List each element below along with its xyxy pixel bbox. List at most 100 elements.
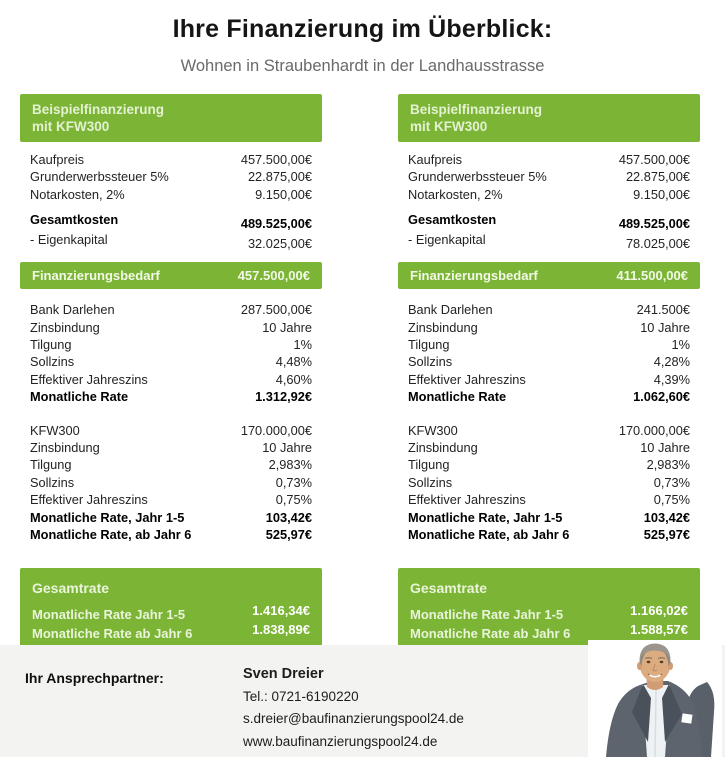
row-value: 1.062,60€ (633, 389, 690, 405)
table-row: KFW300 170.000,00€ (398, 422, 700, 439)
table-row: Zinsbindung 10 Jahre (398, 439, 700, 456)
row-value: 170.000,00€ (618, 422, 690, 438)
row-value: 4,39% (653, 371, 690, 387)
kfw-loan-section: KFW300 170.000,00€ Zinsbindung 10 Jahre … (398, 422, 700, 544)
row-value: 9.150,00€ (255, 186, 312, 202)
table-row: Monatliche Rate 1.312,92€ (20, 388, 322, 405)
table-row: Bank Darlehen 287.500,00€ (20, 301, 322, 318)
row-value: 2,983% (646, 457, 690, 473)
row-value: 1% (293, 337, 313, 353)
table-row: Effektiver Jahreszins 4,39% (398, 371, 700, 388)
page-subtitle: Wohnen in Straubenhardt in der Landhauss… (180, 57, 545, 75)
row-label: Tilgung (408, 457, 450, 473)
row-label: Sollzins (30, 474, 75, 490)
row-value: 1.166,02€ (630, 602, 688, 618)
financing-columns: Beispielfinanzierung mit KFW300 Kaufprei… (20, 94, 725, 657)
table-row: Effektiver Jahreszins 4,60% (20, 371, 322, 388)
financing-need-label: Finanzierungsbedarf (32, 268, 160, 284)
row-label: Effektiver Jahreszins (408, 371, 526, 387)
total-rate-title: Gesamtrate (410, 579, 488, 596)
table-row: Monatliche Rate, ab Jahr 6 525,97€ (20, 526, 322, 543)
row-value: 1.838,89€ (252, 621, 310, 637)
row-label: Effektiver Jahreszins (30, 371, 148, 387)
table-row: Tilgung 2,983% (398, 456, 700, 473)
row-label: Bank Darlehen (408, 302, 493, 318)
total-rate-title: Gesamtrate (32, 579, 110, 596)
row-label: Tilgung (30, 337, 72, 353)
example-financing-header: Beispielfinanzierung mit KFW300 (398, 94, 700, 142)
row-label: Monatliche Rate, ab Jahr 6 (30, 527, 192, 543)
row-value: 22.875,00€ (247, 169, 312, 185)
table-row: Monatliche Rate 1.062,60€ (398, 388, 700, 405)
row-value: 170.000,00€ (240, 422, 312, 438)
advisor-photo (588, 640, 722, 757)
table-row: Zinsbindung 10 Jahre (398, 319, 700, 336)
table-row: Grunderwerbssteuer 5% 22.875,00€ (20, 168, 322, 185)
row-label: Monatliche Rate, Jahr 1-5 (408, 509, 563, 525)
row-label: Kaufpreis (30, 152, 85, 167)
row-label: Sollzins (408, 354, 453, 370)
row-label: - Eigenkapital (30, 231, 108, 247)
row-label: Monatliche Rate (408, 389, 507, 405)
row-label: Kaufpreis (408, 152, 463, 167)
table-row: Monatliche Rate ab Jahr 6 1.588,57€ (410, 622, 688, 643)
contact-block: Sven Dreier Tel.: 0721-6190220 s.dreier@… (243, 663, 464, 753)
table-row: Monatliche Rate Jahr 1-5 1.166,02€ (410, 603, 688, 624)
financing-need-bar: Finanzierungsbedarf 457.500,00€ (20, 262, 322, 290)
row-value: 9.150,00€ (633, 186, 690, 202)
contact-name: Sven Dreier (243, 666, 324, 682)
table-row: Tilgung 1% (398, 336, 700, 353)
row-value: 32.025,00€ (247, 235, 312, 251)
table-row: Notarkosten, 2% 9.150,00€ (20, 186, 322, 203)
row-value: 10 Jahre (640, 440, 690, 456)
table-row: Gesamtkosten 489.525,00€ (20, 210, 322, 231)
row-label: Notarkosten, 2% (30, 186, 125, 202)
table-row: Notarkosten, 2% 9.150,00€ (398, 186, 700, 203)
total-cost-section: Gesamtkosten 489.525,00€ - Eigenkapital … (20, 210, 322, 251)
row-label: Zinsbindung (30, 319, 100, 335)
row-value: 2,983% (268, 457, 312, 473)
row-label: Sollzins (408, 474, 453, 490)
table-row: Monatliche Rate ab Jahr 6 1.838,89€ (32, 622, 310, 643)
row-label: Zinsbindung (408, 319, 478, 335)
table-row: Sollzins 4,28% (398, 353, 700, 370)
financing-need-value: 457.500,00€ (237, 268, 310, 284)
table-row: Monatliche Rate, Jahr 1-5 103,42€ (20, 509, 322, 526)
table-row: Bank Darlehen 241.500€ (398, 301, 700, 318)
advisor-portrait-illustration (588, 640, 722, 757)
row-label: Grunderwerbssteuer 5% (30, 169, 169, 185)
row-label: Effektiver Jahreszins (30, 492, 148, 508)
row-value: 103,42€ (643, 509, 690, 525)
table-row: Gesamtkosten 489.525,00€ (398, 210, 700, 231)
row-label: Gesamtkosten (30, 212, 119, 228)
example-financing-header-line2: mit KFW300 (410, 119, 488, 134)
row-label: KFW300 (30, 422, 80, 438)
row-value: 241.500€ (636, 302, 690, 318)
contact-email: s.dreier@baufinanzierungspool24.de (243, 711, 464, 726)
row-value: 457.500,00€ (240, 152, 312, 167)
row-label: Tilgung (30, 457, 72, 473)
row-value: 525,97€ (265, 527, 312, 543)
row-label: - Eigenkapital (408, 231, 486, 247)
example-financing-header: Beispielfinanzierung mit KFW300 (20, 94, 322, 142)
table-row: Tilgung 2,983% (20, 456, 322, 473)
row-value: 525,97€ (643, 527, 690, 543)
table-row: Sollzins 4,48% (20, 353, 322, 370)
table-row: Monatliche Rate, Jahr 1-5 103,42€ (398, 509, 700, 526)
row-value: 1.416,34€ (252, 602, 310, 618)
table-row: Monatliche Rate Jahr 1-5 1.416,34€ (32, 603, 310, 624)
table-row: Grunderwerbssteuer 5% 22.875,00€ (398, 168, 700, 185)
row-label: Sollzins (30, 354, 75, 370)
bank-loan-section: Bank Darlehen 241.500€ Zinsbindung 10 Ja… (398, 301, 700, 405)
financing-need-bar: Finanzierungsbedarf 411.500,00€ (398, 262, 700, 290)
financing-column-left: Beispielfinanzierung mit KFW300 Kaufprei… (20, 94, 322, 657)
example-financing-header-line1: Beispielfinanzierung (32, 102, 165, 117)
row-label: Effektiver Jahreszins (408, 492, 526, 508)
table-row: - Eigenkapital 32.025,00€ (20, 230, 322, 251)
row-value: 0,73% (275, 474, 312, 490)
table-row: Effektiver Jahreszins 0,75% (398, 491, 700, 508)
row-value: 1% (671, 337, 691, 353)
table-row: Tilgung 1% (20, 336, 322, 353)
row-label: Monatliche Rate ab Jahr 6 (410, 625, 571, 641)
row-value: 1.312,92€ (255, 389, 312, 405)
